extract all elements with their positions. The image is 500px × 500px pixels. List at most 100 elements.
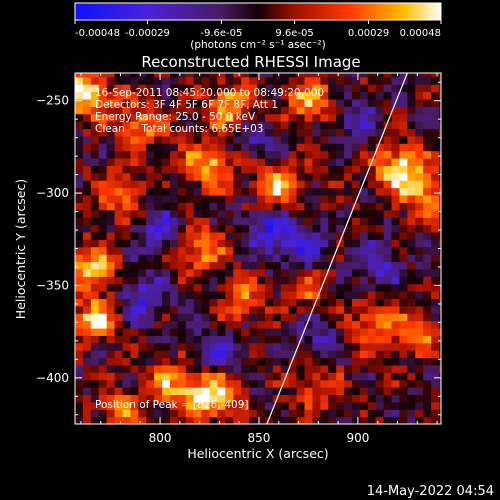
heatmap-cell xyxy=(233,409,242,418)
heatmap-cell xyxy=(82,357,92,366)
heatmap-cell xyxy=(122,91,131,100)
heatmap-cell xyxy=(288,73,298,78)
heatmap-cell xyxy=(296,121,306,130)
heatmap-cell xyxy=(415,202,424,211)
heatmap-cell xyxy=(344,372,353,381)
heatmap-cell xyxy=(75,350,84,359)
heatmap-cell xyxy=(344,401,353,410)
heatmap-cell xyxy=(296,254,306,263)
heatmap-cell xyxy=(201,416,211,424)
heatmap-cell xyxy=(177,76,187,85)
heatmap-cell xyxy=(344,187,353,196)
heatmap-cell xyxy=(217,187,226,196)
heatmap-cell xyxy=(193,268,203,277)
heatmap-cell xyxy=(257,290,266,299)
heatmap-cell xyxy=(114,143,124,152)
heatmap-cell xyxy=(391,194,401,203)
heatmap-cell xyxy=(391,305,401,314)
heatmap-cell xyxy=(312,76,321,85)
heatmap-cell xyxy=(185,276,195,285)
heatmap-cell xyxy=(296,113,306,122)
heatmap-cell xyxy=(169,327,179,336)
heatmap-cell xyxy=(154,128,163,137)
heatmap-image xyxy=(75,73,441,424)
heatmap-cell xyxy=(296,194,306,203)
heatmap-cell xyxy=(407,165,416,174)
annotation-clean-counts: Clean Total counts: 6.65E+03 xyxy=(95,123,264,135)
heatmap-cell xyxy=(280,290,290,299)
heatmap-cell xyxy=(146,217,155,226)
heatmap-cell xyxy=(185,239,195,248)
heatmap-cell xyxy=(162,180,171,189)
heatmap-cell xyxy=(415,187,424,196)
heatmap-cell xyxy=(233,231,242,240)
heatmap-cell xyxy=(90,121,100,130)
heatmap-cell xyxy=(114,409,124,418)
heatmap-cell xyxy=(75,217,84,226)
heatmap-cell xyxy=(367,379,377,388)
heatmap-cell xyxy=(312,276,321,285)
heatmap-cell xyxy=(162,121,171,130)
heatmap-cell xyxy=(415,276,424,285)
heatmap-cell xyxy=(185,246,195,255)
heatmap-cell xyxy=(399,409,408,418)
heatmap-cell xyxy=(431,98,440,107)
heatmap-cell xyxy=(138,335,147,344)
heatmap-cell xyxy=(122,313,131,322)
heatmap-cell xyxy=(383,157,393,166)
heatmap-cell xyxy=(280,239,290,248)
heatmap-cell xyxy=(439,387,441,396)
heatmap-cell xyxy=(257,128,266,137)
heatmap-cell xyxy=(288,194,298,203)
heatmap-cell xyxy=(257,209,266,218)
heatmap-cell xyxy=(249,194,258,203)
heatmap-cell xyxy=(296,313,306,322)
heatmap-cell xyxy=(233,313,242,322)
heatmap-cell xyxy=(423,335,432,344)
heatmap-cell xyxy=(383,76,393,85)
heatmap-cell xyxy=(114,261,124,270)
heatmap-cell xyxy=(431,401,440,410)
heatmap-cell xyxy=(280,180,290,189)
heatmap-cell xyxy=(312,298,321,307)
heatmap-cell xyxy=(98,320,108,329)
heatmap-cell xyxy=(233,254,242,263)
heatmap-cell xyxy=(241,84,250,93)
heatmap-cell xyxy=(249,157,258,166)
heatmap-cell xyxy=(98,209,108,218)
heatmap-cell xyxy=(233,387,242,396)
heatmap-cell xyxy=(209,342,219,351)
heatmap-cell xyxy=(415,268,424,277)
heatmap-cell xyxy=(280,342,290,351)
heatmap-cell xyxy=(217,143,226,152)
heatmap-cell xyxy=(423,387,432,396)
heatmap-cell xyxy=(225,357,234,366)
heatmap-cell xyxy=(359,121,369,130)
heatmap-cell xyxy=(209,187,219,196)
heatmap-cell xyxy=(415,231,424,240)
heatmap-cell xyxy=(288,290,298,299)
heatmap-cell xyxy=(162,172,171,181)
heatmap-cell xyxy=(439,135,441,144)
heatmap-cell xyxy=(336,202,345,211)
heatmap-cell xyxy=(177,409,187,418)
heatmap-cell xyxy=(106,276,116,285)
heatmap-cell xyxy=(225,209,234,218)
heatmap-cell xyxy=(359,113,369,122)
heatmap-cell xyxy=(439,239,441,248)
heatmap-cell xyxy=(288,313,298,322)
heatmap-cell xyxy=(257,157,266,166)
heatmap-cell xyxy=(351,394,361,403)
heatmap-cell xyxy=(351,194,361,203)
heatmap-cell xyxy=(304,73,313,78)
heatmap-cell xyxy=(177,342,187,351)
heatmap-cell xyxy=(423,202,432,211)
heatmap-cell xyxy=(391,73,401,78)
heatmap-cell xyxy=(138,231,147,240)
heatmap-cell xyxy=(201,150,211,159)
heatmap-cell xyxy=(177,143,187,152)
heatmap-cell xyxy=(162,298,171,307)
heatmap-cell xyxy=(439,372,441,381)
x-tick-label: 900 xyxy=(346,431,369,445)
heatmap-cell xyxy=(304,128,313,137)
